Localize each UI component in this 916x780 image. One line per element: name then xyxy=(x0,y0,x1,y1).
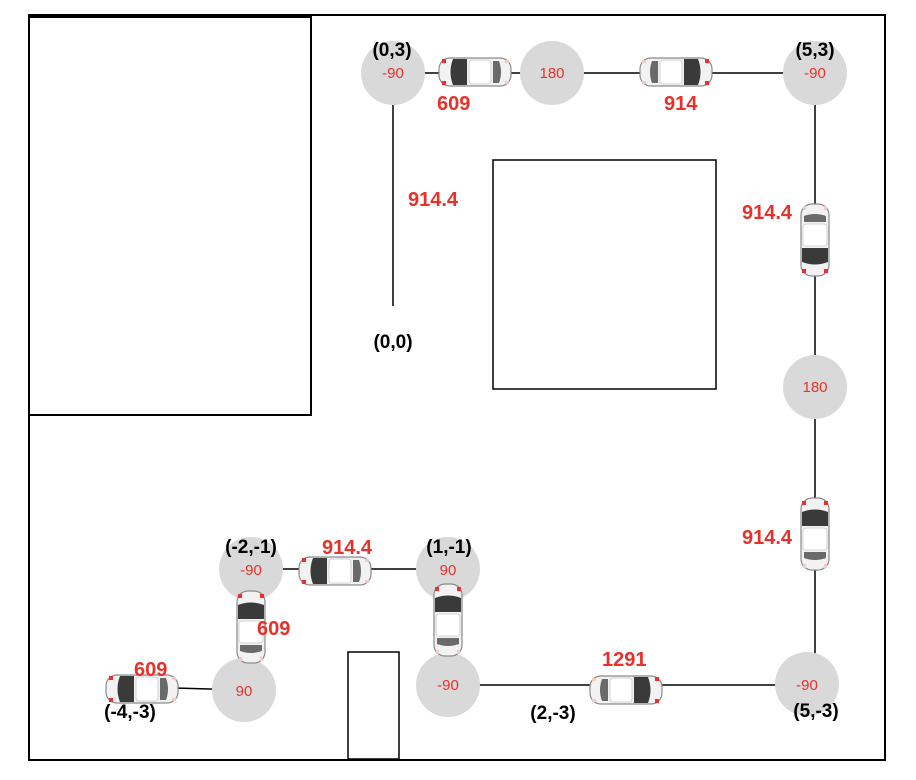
distance-left-small: 609 xyxy=(257,618,290,640)
coordinate-labels: (0,3) (5,3) (0,0) (5,-3) (2,-3) (1,-1) (… xyxy=(104,40,839,724)
cars xyxy=(105,57,830,705)
coord-2-neg3: (2,-3) xyxy=(530,703,575,724)
svg-text:-90: -90 xyxy=(437,677,459,694)
obstacle-bottom xyxy=(347,651,400,760)
distance-labels: 914.4 609 914 914.4 914.4 1291 914.4 609… xyxy=(134,93,793,681)
car-icon xyxy=(589,675,663,705)
coord-0-3: (0,3) xyxy=(372,40,411,61)
node-top-mid: 180 xyxy=(520,41,584,105)
svg-text:180: 180 xyxy=(802,379,827,396)
distance-right-lower: 914.4 xyxy=(742,527,793,549)
node-lower-mid: -90 xyxy=(416,653,480,717)
svg-text:90: 90 xyxy=(440,562,457,579)
distance-top-left: 609 xyxy=(437,93,470,115)
coord-neg2-neg1: (-2,-1) xyxy=(225,537,277,558)
coord-5-neg3: (5,-3) xyxy=(793,701,838,722)
distance-bottom: 1291 xyxy=(602,649,647,671)
coord-1-neg1: (1,-1) xyxy=(426,537,471,558)
car-icon xyxy=(433,583,463,657)
distance-middle: 914.4 xyxy=(322,537,373,559)
node-right-mid: 180 xyxy=(783,355,847,419)
svg-text:-90: -90 xyxy=(804,65,826,82)
node-0-3: -90 xyxy=(361,41,425,105)
coord-5-3: (5,3) xyxy=(795,40,834,61)
svg-text:-90: -90 xyxy=(382,65,404,82)
node-neg2-neg1: -90 xyxy=(219,537,283,601)
car-icon xyxy=(800,203,830,277)
car-icon xyxy=(800,497,830,571)
distance-bottom-left: 609 xyxy=(134,659,167,681)
node-bottom-left: 90 xyxy=(212,658,276,722)
distance-right-upper: 914.4 xyxy=(742,202,793,224)
car-icon xyxy=(438,57,512,87)
coord-origin: (0,0) xyxy=(373,332,412,353)
node-5-3: -90 xyxy=(783,41,847,105)
svg-text:90: 90 xyxy=(236,683,253,700)
svg-text:-90: -90 xyxy=(796,677,818,694)
car-icon xyxy=(639,57,713,87)
coord-neg4-neg3: (-4,-3) xyxy=(104,702,156,723)
node-5-neg3: -90 xyxy=(775,652,839,716)
svg-text:-90: -90 xyxy=(240,562,262,579)
car-icon xyxy=(298,556,372,586)
svg-text:180: 180 xyxy=(539,65,564,82)
obstacle-top-left xyxy=(28,16,312,416)
distance-left-vertical: 914.4 xyxy=(408,189,459,211)
obstacle-center xyxy=(492,159,717,390)
node-1-neg1: 90 xyxy=(416,537,480,601)
waypoint-nodes: -90 180 -90 180 -90 -90 90 -90 xyxy=(212,41,847,722)
distance-top-right: 914 xyxy=(664,93,698,115)
